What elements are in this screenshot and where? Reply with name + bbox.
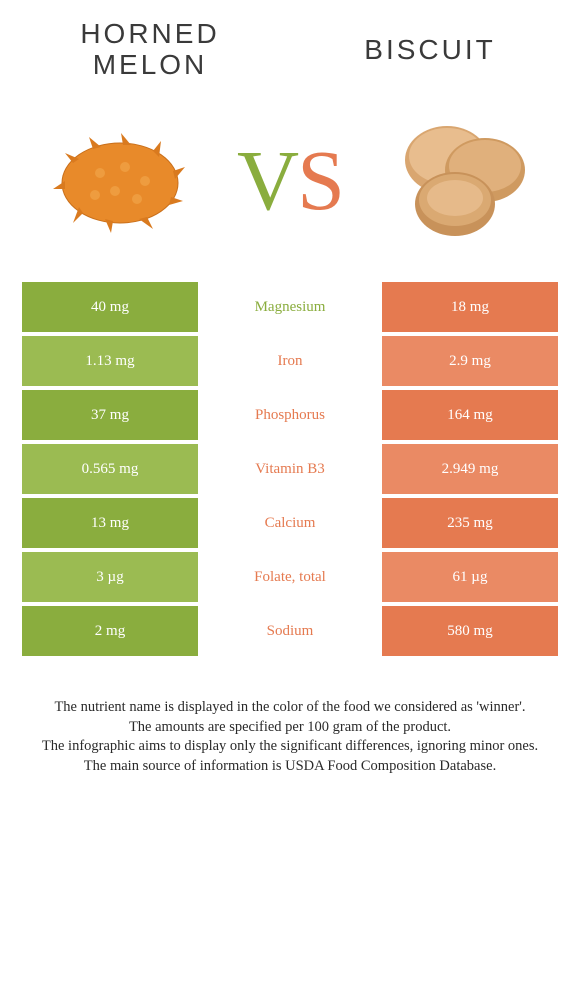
left-value: 37 mg xyxy=(20,388,200,442)
left-value: 13 mg xyxy=(20,496,200,550)
table-row: 13 mgCalcium235 mg xyxy=(20,496,560,550)
left-food-title: HORNED MELON xyxy=(50,19,250,81)
nutrient-table: 40 mgMagnesium18 mg1.13 mgIron2.9 mg37 m… xyxy=(20,280,560,658)
right-value: 235 mg xyxy=(380,496,560,550)
right-value: 2.949 mg xyxy=(380,442,560,496)
nutrient-label: Iron xyxy=(200,334,380,388)
table-row: 2 mgSodium580 mg xyxy=(20,604,560,658)
biscuit-icon xyxy=(380,110,540,250)
right-value: 580 mg xyxy=(380,604,560,658)
left-value: 2 mg xyxy=(20,604,200,658)
nutrient-label: Folate, total xyxy=(200,550,380,604)
nutrient-label: Magnesium xyxy=(200,280,380,334)
footer-line-1: The nutrient name is displayed in the co… xyxy=(20,698,560,718)
right-value: 61 µg xyxy=(380,550,560,604)
table-row: 40 mgMagnesium18 mg xyxy=(20,280,560,334)
left-value: 3 µg xyxy=(20,550,200,604)
nutrient-label: Phosphorus xyxy=(200,388,380,442)
header-row: HORNED MELON BISCUIT xyxy=(0,0,580,90)
nutrient-label: Calcium xyxy=(200,496,380,550)
right-food-title: BISCUIT xyxy=(330,35,530,66)
left-value: 1.13 mg xyxy=(20,334,200,388)
table-row: 1.13 mgIron2.9 mg xyxy=(20,334,560,388)
table-row: 37 mgPhosphorus164 mg xyxy=(20,388,560,442)
vs-s: S xyxy=(297,132,343,228)
right-value: 18 mg xyxy=(380,280,560,334)
footer-line-4: The main source of information is USDA F… xyxy=(20,757,560,777)
footer-notes: The nutrient name is displayed in the co… xyxy=(0,698,580,776)
footer-line-2: The amounts are specified per 100 gram o… xyxy=(20,718,560,738)
nutrient-label: Sodium xyxy=(200,604,380,658)
table-row: 0.565 mgVitamin B32.949 mg xyxy=(20,442,560,496)
vs-v: V xyxy=(237,132,297,228)
right-value: 2.9 mg xyxy=(380,334,560,388)
table-row: 3 µgFolate, total61 µg xyxy=(20,550,560,604)
horned-melon-icon xyxy=(40,110,200,250)
vs-row: VS xyxy=(0,90,580,270)
vs-label: VS xyxy=(237,130,343,230)
nutrient-label: Vitamin B3 xyxy=(200,442,380,496)
right-value: 164 mg xyxy=(380,388,560,442)
footer-line-3: The infographic aims to display only the… xyxy=(20,737,560,757)
left-value: 40 mg xyxy=(20,280,200,334)
left-value: 0.565 mg xyxy=(20,442,200,496)
